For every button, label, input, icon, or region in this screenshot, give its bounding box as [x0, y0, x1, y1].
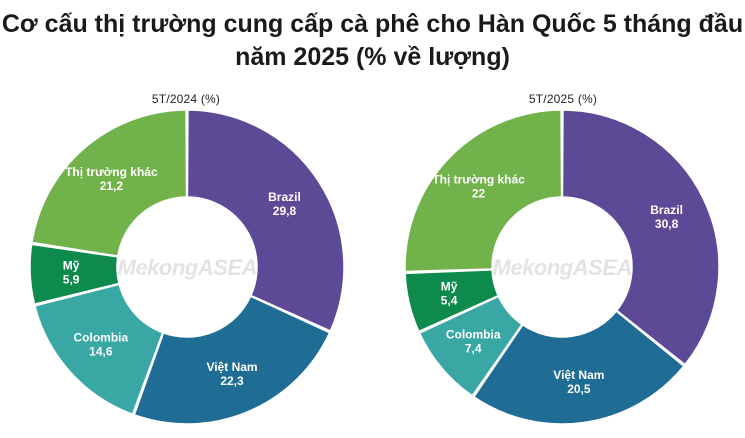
- slice-value-2024-my: 5,9: [63, 272, 80, 286]
- watermark-left: .MekongASEAN: [112, 255, 273, 280]
- slice-value-2024-brazil: 29,8: [273, 204, 297, 218]
- watermark-right: .MekongASEAN: [487, 255, 648, 280]
- slice-label-2025-viet-nam: Việt Nam: [553, 368, 604, 382]
- slice-label-2024-brazil: Brazil: [268, 190, 301, 204]
- slice-2025-viet-nam: [472, 310, 685, 425]
- slice-label-2025-my: Mỹ: [441, 280, 458, 294]
- slice-label-2024-viet-nam: Việt Nam: [206, 360, 257, 374]
- slice-2025-my: [404, 269, 500, 333]
- slice-2024-my: [29, 243, 120, 305]
- slice-2025-brazil: [561, 109, 720, 366]
- slice-value-2025-colombia: 7,4: [465, 342, 482, 356]
- chart-subtitle-2024: 5T/2024 (%): [151, 92, 221, 106]
- slice-label-2024-thi-truong-khac: Thị trường khác: [65, 165, 158, 179]
- chart-subtitle-2025: 5T/2025 (%): [528, 92, 598, 106]
- slice-value-2025-thi-truong-khac: 22: [472, 186, 486, 200]
- slice-2024-thi-truong-khac: [31, 109, 188, 257]
- slice-2025-colombia: [418, 295, 524, 397]
- slice-label-2024-colombia: Colombia: [73, 331, 128, 345]
- slice-value-2025-viet-nam: 20,5: [567, 382, 591, 396]
- slice-2024-viet-nam: [133, 295, 331, 425]
- slice-2024-colombia: [33, 283, 164, 416]
- slice-value-2025-brazil: 30,8: [655, 217, 679, 231]
- slice-label-2025-brazil: Brazil: [650, 203, 683, 217]
- slice-value-2024-viet-nam: 22,3: [220, 374, 244, 388]
- slice-value-2024-colombia: 14,6: [89, 345, 113, 359]
- slice-2025-thi-truong-khac: [404, 109, 563, 273]
- slice-value-2025-my: 5,4: [441, 294, 458, 308]
- chart-title: Cơ cấu thị trường cung cấp cà phê cho Hà…: [1, 10, 744, 71]
- slice-2024-brazil: [186, 109, 345, 332]
- slice-label-2024-my: Mỹ: [63, 258, 80, 272]
- slice-label-2025-colombia: Colombia: [446, 328, 501, 342]
- slice-value-2024-thi-truong-khac: 21,2: [100, 179, 124, 193]
- slice-label-2025-thi-truong-khac: Thị trường khác: [432, 172, 525, 186]
